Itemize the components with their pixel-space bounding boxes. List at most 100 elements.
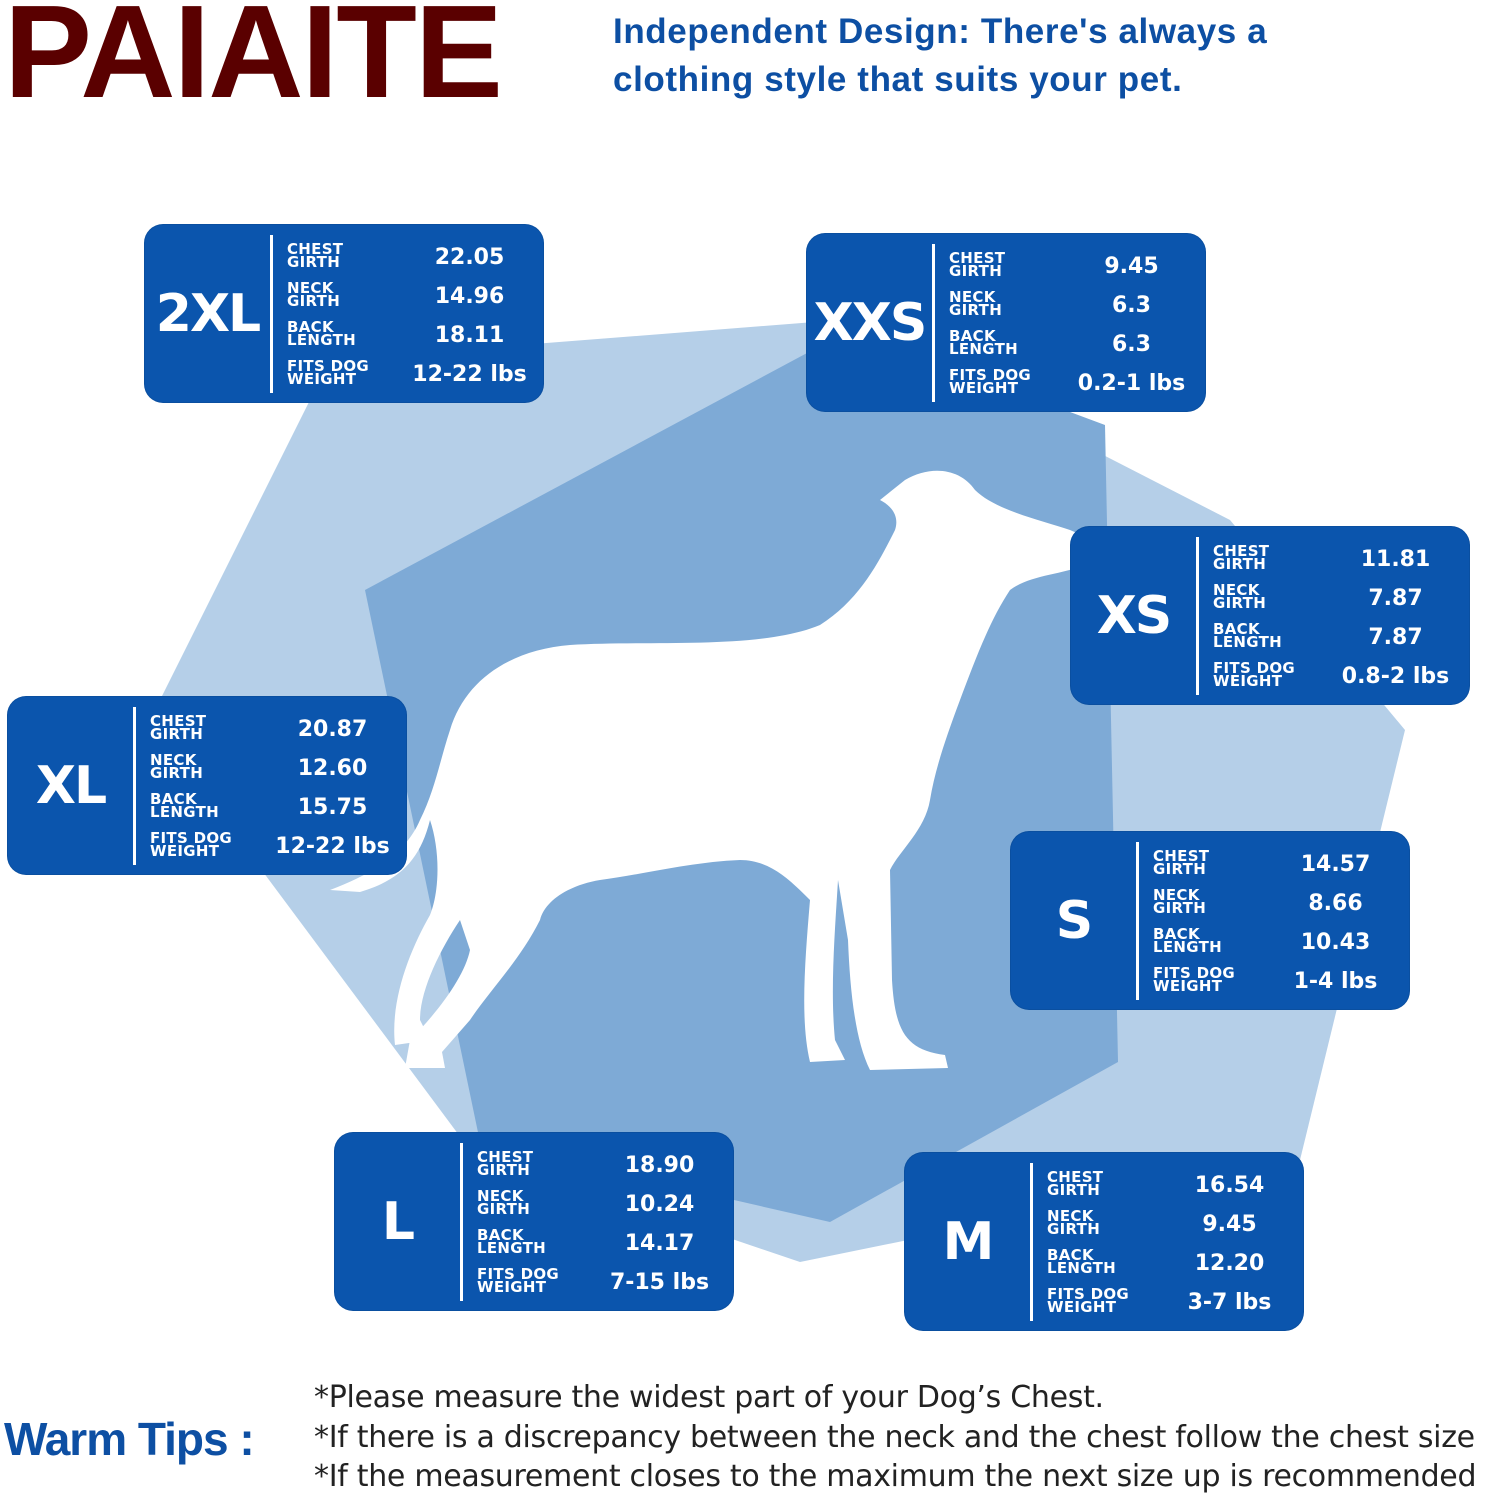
value-weight: 0.8-2 lbs	[1341, 664, 1450, 689]
value-back: 6.3	[1112, 332, 1151, 357]
value-weight: 3-7 lbs	[1187, 1290, 1272, 1315]
label-neck: NECK GIRTH	[150, 751, 204, 782]
row-chest: CHEST GIRTH 20.87	[150, 713, 400, 747]
label-chest: CHEST GIRTH	[477, 1148, 534, 1179]
row-chest: CHEST GIRTH 9.45	[949, 250, 1199, 284]
value-back: 7.87	[1368, 625, 1423, 650]
row-chest: CHEST GIRTH 14.57	[1153, 848, 1403, 882]
label-weight: FITS DOG WEIGHT	[477, 1265, 559, 1296]
tagline: Independent Design: There's always a clo…	[613, 8, 1267, 104]
size-card-xxl: 2XL CHEST GIRTH 22.05 NECK GIRTH 14.96 BACK L…	[145, 225, 543, 402]
label-neck: NECK GIRTH	[949, 288, 1003, 319]
row-back: BACK LENGTH 18.11	[287, 319, 537, 353]
value-back: 18.11	[434, 323, 505, 348]
value-chest: 22.05	[434, 245, 505, 270]
value-chest: 14.57	[1300, 852, 1371, 877]
label-weight: FITS DOG WEIGHT	[287, 357, 369, 388]
label-back: BACK LENGTH	[1213, 620, 1282, 651]
label-chest: CHEST GIRTH	[949, 249, 1006, 280]
warm-tips-title: Warm Tips :	[4, 1413, 255, 1465]
row-back: BACK LENGTH 7.87	[1213, 621, 1463, 655]
divider	[1030, 1163, 1033, 1321]
label-chest: CHEST GIRTH	[1153, 847, 1210, 878]
label-weight: FITS DOG WEIGHT	[150, 829, 232, 860]
row-chest: CHEST GIRTH 11.81	[1213, 543, 1463, 577]
size-name: M	[942, 1211, 995, 1272]
row-weight: FITS DOG WEIGHT 12-22 lbs	[150, 830, 400, 864]
size-name: L	[381, 1191, 415, 1252]
dog-silhouette	[330, 470, 1094, 1070]
label-chest: CHEST GIRTH	[150, 712, 207, 743]
label-weight: FITS DOG WEIGHT	[949, 366, 1031, 397]
row-back: BACK LENGTH 10.43	[1153, 926, 1403, 960]
divider	[1196, 537, 1199, 695]
row-back: BACK LENGTH 12.20	[1047, 1247, 1297, 1281]
divider	[133, 707, 136, 865]
value-neck: 10.24	[624, 1192, 695, 1217]
size-card-m: M CHEST GIRTH 16.54 NECK GIRTH 9.45 BACK LENG…	[905, 1153, 1303, 1330]
label-back: BACK LENGTH	[949, 327, 1018, 358]
value-weight: 12-22 lbs	[412, 362, 527, 387]
row-weight: FITS DOG WEIGHT 0.2-1 lbs	[949, 367, 1199, 401]
row-neck: NECK GIRTH 14.96	[287, 280, 537, 314]
label-neck: NECK GIRTH	[1213, 581, 1267, 612]
row-weight: FITS DOG WEIGHT 1-4 lbs	[1153, 965, 1403, 999]
row-chest: CHEST GIRTH 22.05	[287, 241, 537, 275]
size-card-xxs: XXS CHEST GIRTH 9.45 NECK GIRTH 6.3 BACK LENG…	[807, 234, 1205, 411]
value-neck: 14.96	[434, 284, 505, 309]
divider	[270, 235, 273, 393]
size-name: XXS	[813, 292, 928, 353]
label-neck: NECK GIRTH	[1153, 886, 1207, 917]
tip-line-1: *Please measure the widest part of your …	[314, 1380, 1104, 1415]
value-weight: 0.2-1 lbs	[1077, 371, 1186, 396]
value-neck: 7.87	[1368, 586, 1423, 611]
tip-line-3: *If the measurement closes to the maximu…	[314, 1459, 1477, 1494]
row-neck: NECK GIRTH 8.66	[1153, 887, 1403, 921]
row-neck: NECK GIRTH 7.87	[1213, 582, 1463, 616]
label-chest: CHEST GIRTH	[1213, 542, 1270, 573]
value-neck: 8.66	[1308, 891, 1363, 916]
label-weight: FITS DOG WEIGHT	[1153, 964, 1235, 995]
label-weight: FITS DOG WEIGHT	[1213, 659, 1295, 690]
divider	[932, 244, 935, 402]
value-chest: 11.81	[1360, 547, 1431, 572]
size-card-l: L CHEST GIRTH 18.90 NECK GIRTH 10.24 BACK LEN…	[335, 1133, 733, 1310]
row-chest: CHEST GIRTH 18.90	[477, 1149, 727, 1183]
row-neck: NECK GIRTH 6.3	[949, 289, 1199, 323]
label-back: BACK LENGTH	[1153, 925, 1222, 956]
row-weight: FITS DOG WEIGHT 0.8-2 lbs	[1213, 660, 1463, 694]
size-name: XS	[1096, 585, 1173, 646]
divider	[1136, 842, 1139, 1000]
value-back: 10.43	[1300, 930, 1371, 955]
tagline-line-1: Independent Design: There's always a	[613, 12, 1268, 51]
value-chest: 16.54	[1194, 1173, 1265, 1198]
row-neck: NECK GIRTH 9.45	[1047, 1208, 1297, 1242]
label-neck: NECK GIRTH	[287, 279, 341, 310]
size-name: XL	[35, 755, 107, 816]
row-weight: FITS DOG WEIGHT 12-22 lbs	[287, 358, 537, 392]
value-weight: 12-22 lbs	[275, 834, 390, 859]
value-back: 15.75	[297, 795, 368, 820]
value-chest: 18.90	[624, 1153, 695, 1178]
value-weight: 7-15 lbs	[609, 1270, 710, 1295]
value-chest: 9.45	[1104, 254, 1159, 279]
label-weight: FITS DOG WEIGHT	[1047, 1285, 1129, 1316]
row-weight: FITS DOG WEIGHT 7-15 lbs	[477, 1266, 727, 1300]
label-back: BACK LENGTH	[150, 790, 219, 821]
row-back: BACK LENGTH 14.17	[477, 1227, 727, 1261]
value-back: 14.17	[624, 1231, 695, 1256]
size-card-xs: XS CHEST GIRTH 11.81 NECK GIRTH 7.87 BACK LEN…	[1071, 527, 1469, 704]
label-back: BACK LENGTH	[477, 1226, 546, 1257]
row-neck: NECK GIRTH 12.60	[150, 752, 400, 786]
label-neck: NECK GIRTH	[1047, 1207, 1101, 1238]
row-back: BACK LENGTH 6.3	[949, 328, 1199, 362]
label-back: BACK LENGTH	[287, 318, 356, 349]
row-chest: CHEST GIRTH 16.54	[1047, 1169, 1297, 1203]
label-neck: NECK GIRTH	[477, 1187, 531, 1218]
label-chest: CHEST GIRTH	[287, 240, 344, 271]
tagline-line-2: clothing style that suits your pet.	[613, 60, 1183, 99]
value-chest: 20.87	[297, 717, 368, 742]
label-back: BACK LENGTH	[1047, 1246, 1116, 1277]
size-name: S	[1055, 890, 1093, 951]
value-weight: 1-4 lbs	[1293, 969, 1378, 994]
